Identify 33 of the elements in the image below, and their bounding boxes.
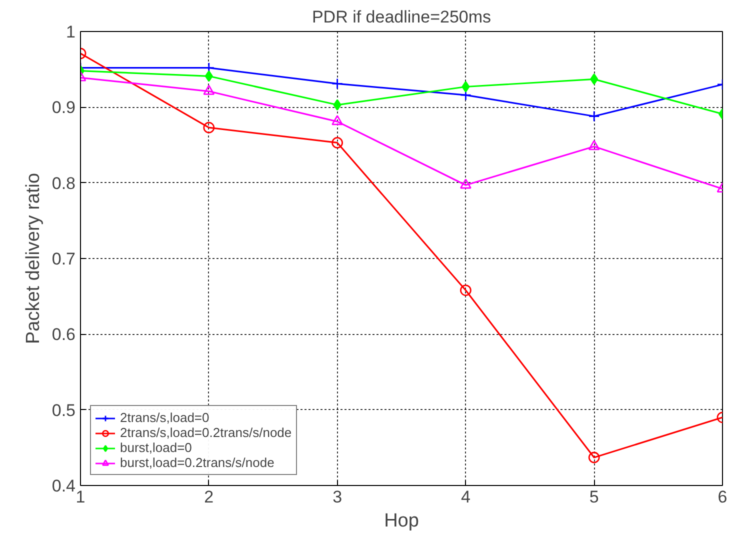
x-tick-label: 2 — [204, 488, 214, 506]
point — [588, 452, 600, 464]
y-tick-label: 0.9 — [52, 98, 76, 118]
point — [460, 178, 472, 189]
x-axis-title: Hop — [384, 510, 419, 532]
point — [203, 84, 215, 95]
legend-label: burst,load=0.2trans/s/node — [120, 455, 274, 470]
x-tick-label: 4 — [460, 488, 470, 506]
chart-title: PDR if deadline=250ms — [312, 8, 492, 26]
y-tick-label: 0.5 — [52, 400, 76, 420]
point — [588, 110, 600, 122]
point — [332, 115, 343, 126]
legend-label: 2trans/s,load=0.2trans/s/node — [120, 425, 292, 440]
point — [588, 140, 600, 150]
point — [462, 81, 470, 92]
point — [204, 70, 213, 82]
x-tick-label: 5 — [589, 488, 599, 506]
x-tick-label: 6 — [718, 488, 728, 506]
x-tick-label: 3 — [332, 488, 342, 506]
y-tick-label: 0.8 — [52, 174, 76, 193]
legend-label: burst,load=0 — [120, 440, 192, 455]
point — [333, 99, 342, 111]
point — [460, 284, 472, 296]
y-tick-label: 0.4 — [52, 476, 76, 496]
point — [332, 78, 343, 90]
y-axis-title: Packet delivery ratio — [22, 172, 44, 344]
y-tick-label: 1 — [66, 22, 76, 42]
point — [203, 122, 215, 134]
y-tick-label: 0.6 — [52, 325, 76, 344]
point — [590, 73, 598, 85]
y-tick-label: 0.7 — [52, 250, 76, 268]
legend-label: 2trans/s,load=0 — [120, 410, 210, 425]
point — [332, 137, 343, 148]
